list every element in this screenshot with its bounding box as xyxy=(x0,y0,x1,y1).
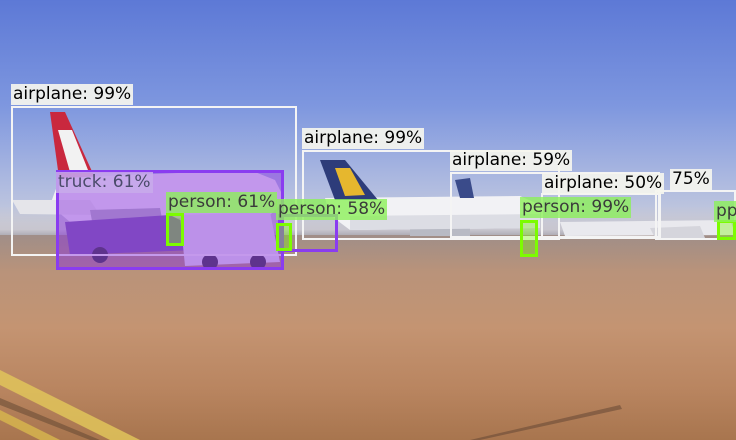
label-person-1: person: 61% xyxy=(166,192,278,213)
apron-yellow-line-2 xyxy=(0,410,60,440)
label-airplane-5: 75% xyxy=(670,169,712,190)
apron-dark-seam xyxy=(470,405,622,440)
bbox-person-1 xyxy=(166,213,184,246)
bbox-airplane-2 xyxy=(302,150,560,240)
label-person-4: pp xyxy=(714,201,736,222)
label-airplane-3: airplane: 59% xyxy=(450,150,573,171)
bbox-person-4 xyxy=(717,220,736,240)
label-person-3: person: 99% xyxy=(520,197,632,218)
apron-dark-seam-2 xyxy=(0,398,100,440)
label-airplane-2: airplane: 99% xyxy=(302,128,425,149)
apron-yellow-line xyxy=(0,370,140,440)
label-airplane-4: airplane: 50% xyxy=(542,173,665,194)
label-person-2: person: 58% xyxy=(276,199,388,220)
label-airplane-1: airplane: 99% xyxy=(11,84,134,105)
bbox-person-3 xyxy=(520,220,538,257)
airplane-tail-right xyxy=(455,178,474,198)
bbox-person-2 xyxy=(276,223,292,251)
label-truck: truck: 61% xyxy=(56,172,153,193)
airplane-far-right xyxy=(560,220,736,238)
bbox-airplane-1 xyxy=(11,106,297,256)
